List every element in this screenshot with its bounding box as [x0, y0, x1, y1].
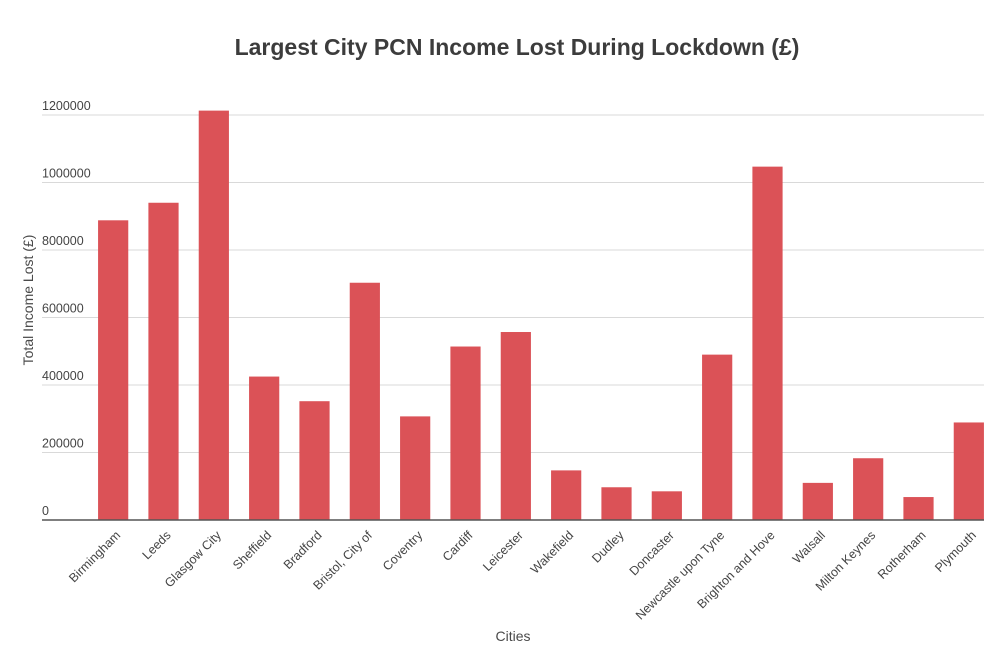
x-category-label: Doncaster	[627, 528, 677, 578]
bars	[98, 110, 984, 521]
x-category-label: Dudley	[589, 528, 627, 566]
bar-wakefield	[551, 470, 582, 520]
x-category-label: Rotherham	[875, 528, 929, 582]
bar-newcastle-upon-tyne	[702, 354, 733, 520]
bar-plymouth	[953, 422, 984, 520]
bar-glasgow-city	[198, 110, 229, 521]
x-category-label: Bradford	[281, 528, 325, 572]
bar-bristol-city-of	[349, 282, 380, 520]
bar-birmingham	[98, 220, 129, 521]
y-tick-label: 1200000	[42, 99, 91, 113]
y-axis-title: Total Income Lost (£)	[20, 235, 36, 366]
y-tick-label: 200000	[42, 437, 84, 451]
bar-bradford	[299, 401, 330, 520]
x-category-label: Wakefield	[528, 528, 576, 576]
bar-cardiff	[450, 346, 481, 520]
y-tick-label: 800000	[42, 234, 84, 248]
x-category-label: Leeds	[140, 528, 174, 562]
bar-leeds	[148, 202, 179, 520]
bar-leicester	[500, 332, 531, 520]
x-category-label: Plymouth	[932, 528, 979, 575]
y-axis-ticks: 0 200000 400000 600000 800000 1000000 1200000	[42, 99, 91, 518]
bar-sheffield	[249, 376, 280, 520]
bar-milton-keynes	[853, 458, 884, 520]
y-tick-label: 1000000	[42, 167, 91, 181]
x-category-label: Newcastle upon Tyne	[633, 528, 727, 622]
x-category-label: Cardiff	[440, 528, 476, 564]
bar-dudley	[601, 487, 632, 520]
x-category-label: Leicester	[480, 528, 526, 574]
x-category-label: Coventry	[380, 528, 426, 574]
chart-title: Largest City PCN Income Lost During Lock…	[235, 34, 800, 60]
x-category-label: Birmingham	[66, 528, 123, 585]
x-axis-title: Cities	[495, 628, 530, 644]
x-category-label: Sheffield	[230, 528, 274, 572]
y-tick-label: 400000	[42, 369, 84, 383]
bar-coventry	[400, 416, 431, 520]
y-tick-label: 0	[42, 504, 49, 518]
bar-doncaster	[651, 491, 682, 520]
bar-rotherham	[903, 497, 934, 520]
x-category-label: Walsall	[790, 528, 828, 566]
bar-walsall	[802, 482, 833, 520]
bar-brighton-and-hove	[752, 166, 783, 520]
y-tick-label: 600000	[42, 302, 84, 316]
